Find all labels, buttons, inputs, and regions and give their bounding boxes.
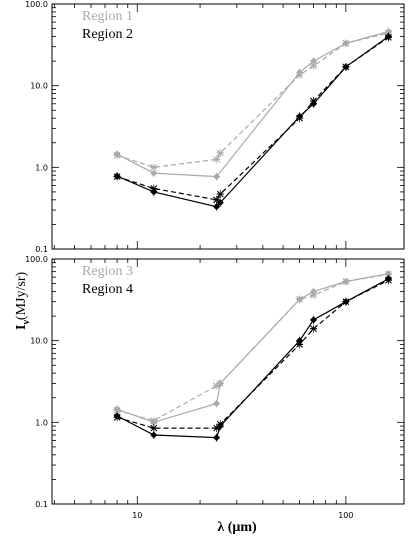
y-tick-label: 10.0 [30,337,48,346]
series-line-region-1 [116,30,389,178]
y-tick-label: 100.0 [25,0,48,9]
series-line-panel1-dashed-1 [116,273,389,422]
y-axis-title-main: I [14,325,29,330]
series-line-panel0-dashed-3 [116,36,389,201]
legend-entry: Region 1 [82,9,133,24]
y-axis-title-unit: (MJy/sr) [14,272,29,321]
y-tick-label: 10.0 [30,82,48,91]
y-tick-label: 0.1 [35,245,48,254]
legend-entry: Region 2 [82,27,133,42]
plot-frame [51,258,405,505]
y-tick-label: 100.0 [25,255,48,264]
x-axis-title: λ (μm) [217,520,257,535]
series-line-region-2 [116,36,389,208]
legend-entry: Region 4 [82,282,133,297]
plot-frame [51,3,405,250]
series-line-panel1-dashed-3 [116,279,389,429]
panel-bottom: 0.1 1.0 10.0 100.0 10 100 Region 3 Region 4 [25,255,405,520]
series-line-region-3 [116,273,389,423]
y-tick-label: 1.0 [35,163,48,172]
x-tick-label: 10 [132,511,142,520]
panel-top: 0.1 1.0 10.0 100.0 Region 1 Region 2 [25,0,405,254]
y-tick-label: 0.1 [35,500,48,509]
series-line-region-4 [116,278,389,439]
x-tick-label: 100 [338,511,353,520]
legend-entry: Region 3 [82,264,133,279]
y-axis-title: Iν(MJy/sr) [14,272,32,330]
y-tick-label: 1.0 [35,418,48,427]
series-line-panel0-dashed-1 [116,32,389,168]
y-axis-title-sub: ν [21,320,32,326]
